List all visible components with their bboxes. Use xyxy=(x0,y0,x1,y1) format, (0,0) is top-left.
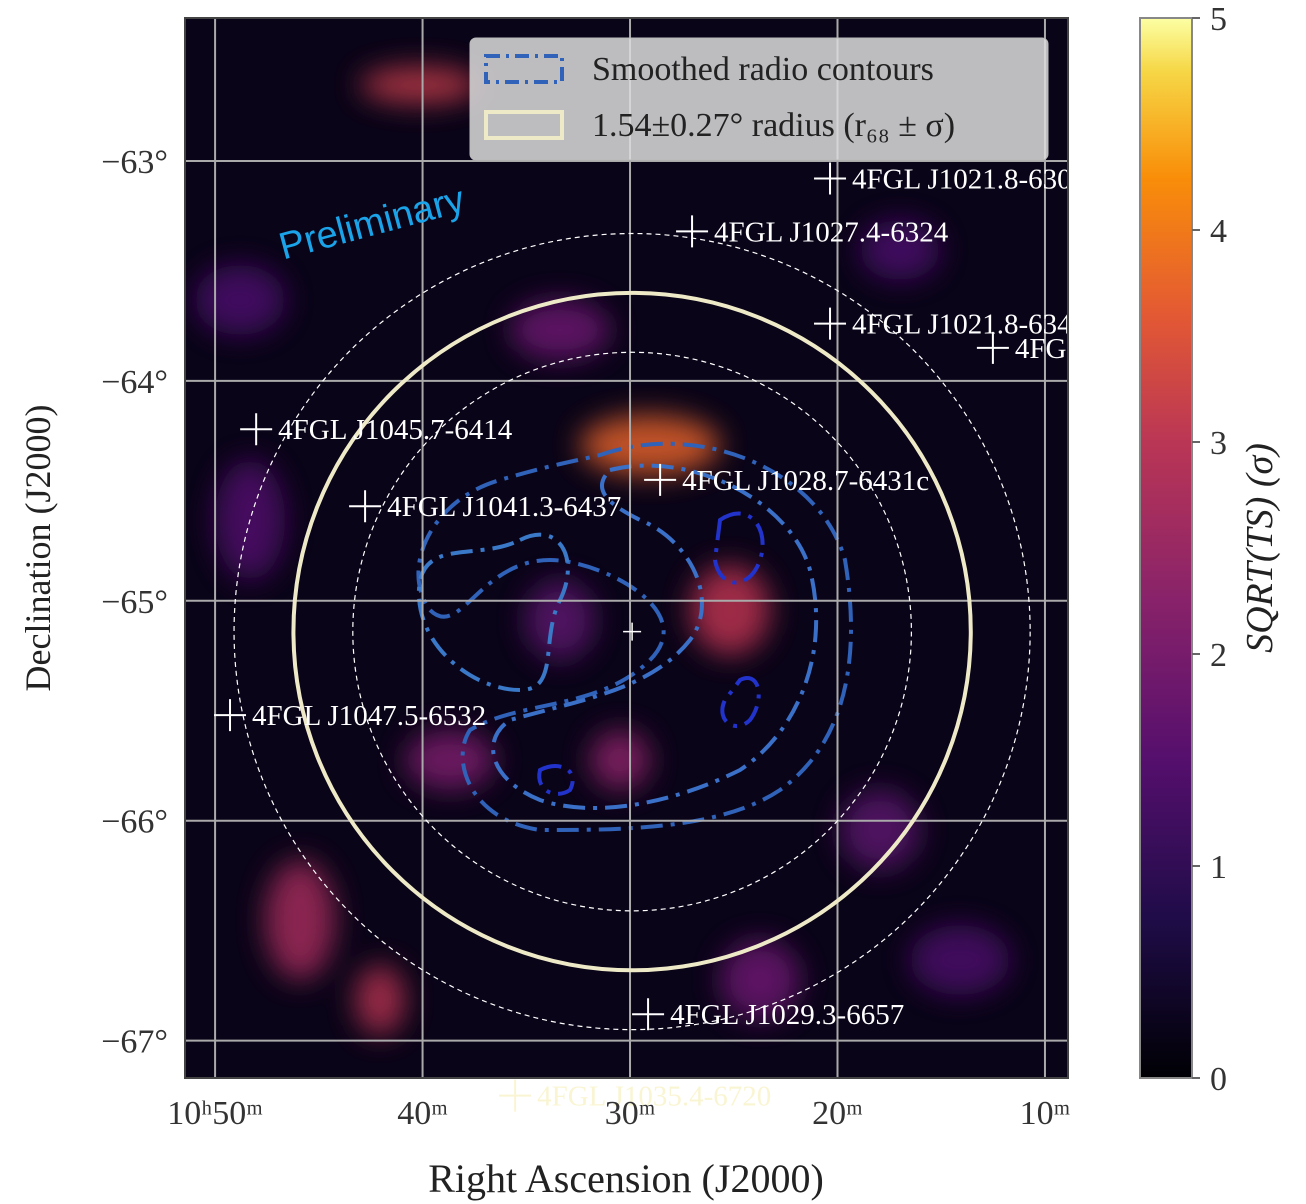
colorbar-tick-label: 2 xyxy=(1210,637,1227,674)
source-label: 4FGL J1021.8-6308 xyxy=(852,164,1086,196)
source-label: 4FGL J1027.4-6324 xyxy=(714,216,949,248)
y-tick-label: −64° xyxy=(101,364,168,401)
y-tick-label: −66° xyxy=(101,804,168,841)
y-tick-label: −67° xyxy=(101,1024,168,1061)
colorbar-tick-label: 5 xyxy=(1210,1,1227,38)
colorbar xyxy=(1140,18,1192,1078)
legend: Smoothed radio contours 1.54±0.27° radiu… xyxy=(470,38,1048,160)
colorbar-tick-label: 1 xyxy=(1210,849,1227,886)
x-tick-label: 40ᵐ xyxy=(397,1095,448,1132)
source-marker xyxy=(499,1080,531,1112)
source-label: 4FGL J1028.7-6431c xyxy=(682,465,929,497)
source-label: 4FGL J1045.7-6414 xyxy=(278,414,513,446)
source-label: 4FGL J1017.1-6353 xyxy=(1015,333,1249,365)
x-tick-label: 10ᵐ xyxy=(1020,1095,1071,1132)
legend-label: 1.54±0.27° radius (r₆₈ ± σ) xyxy=(592,107,955,144)
colorbar-tick-label: 0 xyxy=(1210,1061,1227,1098)
colorbar-tick-label: 3 xyxy=(1210,425,1227,462)
x-axis-label: Right Ascension (J2000) xyxy=(428,1156,824,1201)
y-axis-label: Declination (J2000) xyxy=(18,405,58,692)
source-label: 4FGL J1047.5-6532 xyxy=(252,700,486,732)
x-tick-label: 10ʰ50ᵐ xyxy=(167,1095,263,1132)
x-tick-label: 20ᵐ xyxy=(812,1095,863,1132)
legend-label: Smoothed radio contours xyxy=(592,51,934,88)
source-label: 4FGL J1041.3-6437 xyxy=(387,491,621,523)
chart: 4FGL J1021.8-6308 4FGL J1027.4-6324 4FGL J… xyxy=(0,0,1306,1204)
source-label: 4FGL J1029.3-6657 xyxy=(670,999,904,1031)
x-tick-label: 30ᵐ xyxy=(605,1095,656,1132)
colorbar-ticks: 0 1 2 3 4 5 xyxy=(1192,1,1227,1098)
y-tick-label: −63° xyxy=(101,144,168,181)
colorbar-label: SQRT(TS) (σ) xyxy=(1239,443,1281,653)
colorbar-tick-label: 4 xyxy=(1210,213,1227,250)
y-tick-label: −65° xyxy=(101,584,168,621)
